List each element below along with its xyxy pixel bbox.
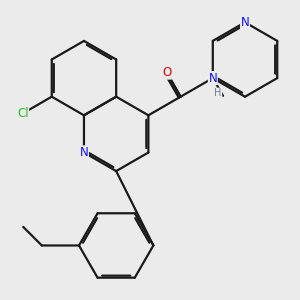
- Text: N: N: [208, 72, 217, 85]
- Text: O: O: [162, 66, 171, 79]
- Text: N: N: [241, 16, 249, 29]
- Text: Cl: Cl: [17, 107, 28, 120]
- Text: N: N: [80, 146, 88, 159]
- Text: H: H: [214, 88, 222, 98]
